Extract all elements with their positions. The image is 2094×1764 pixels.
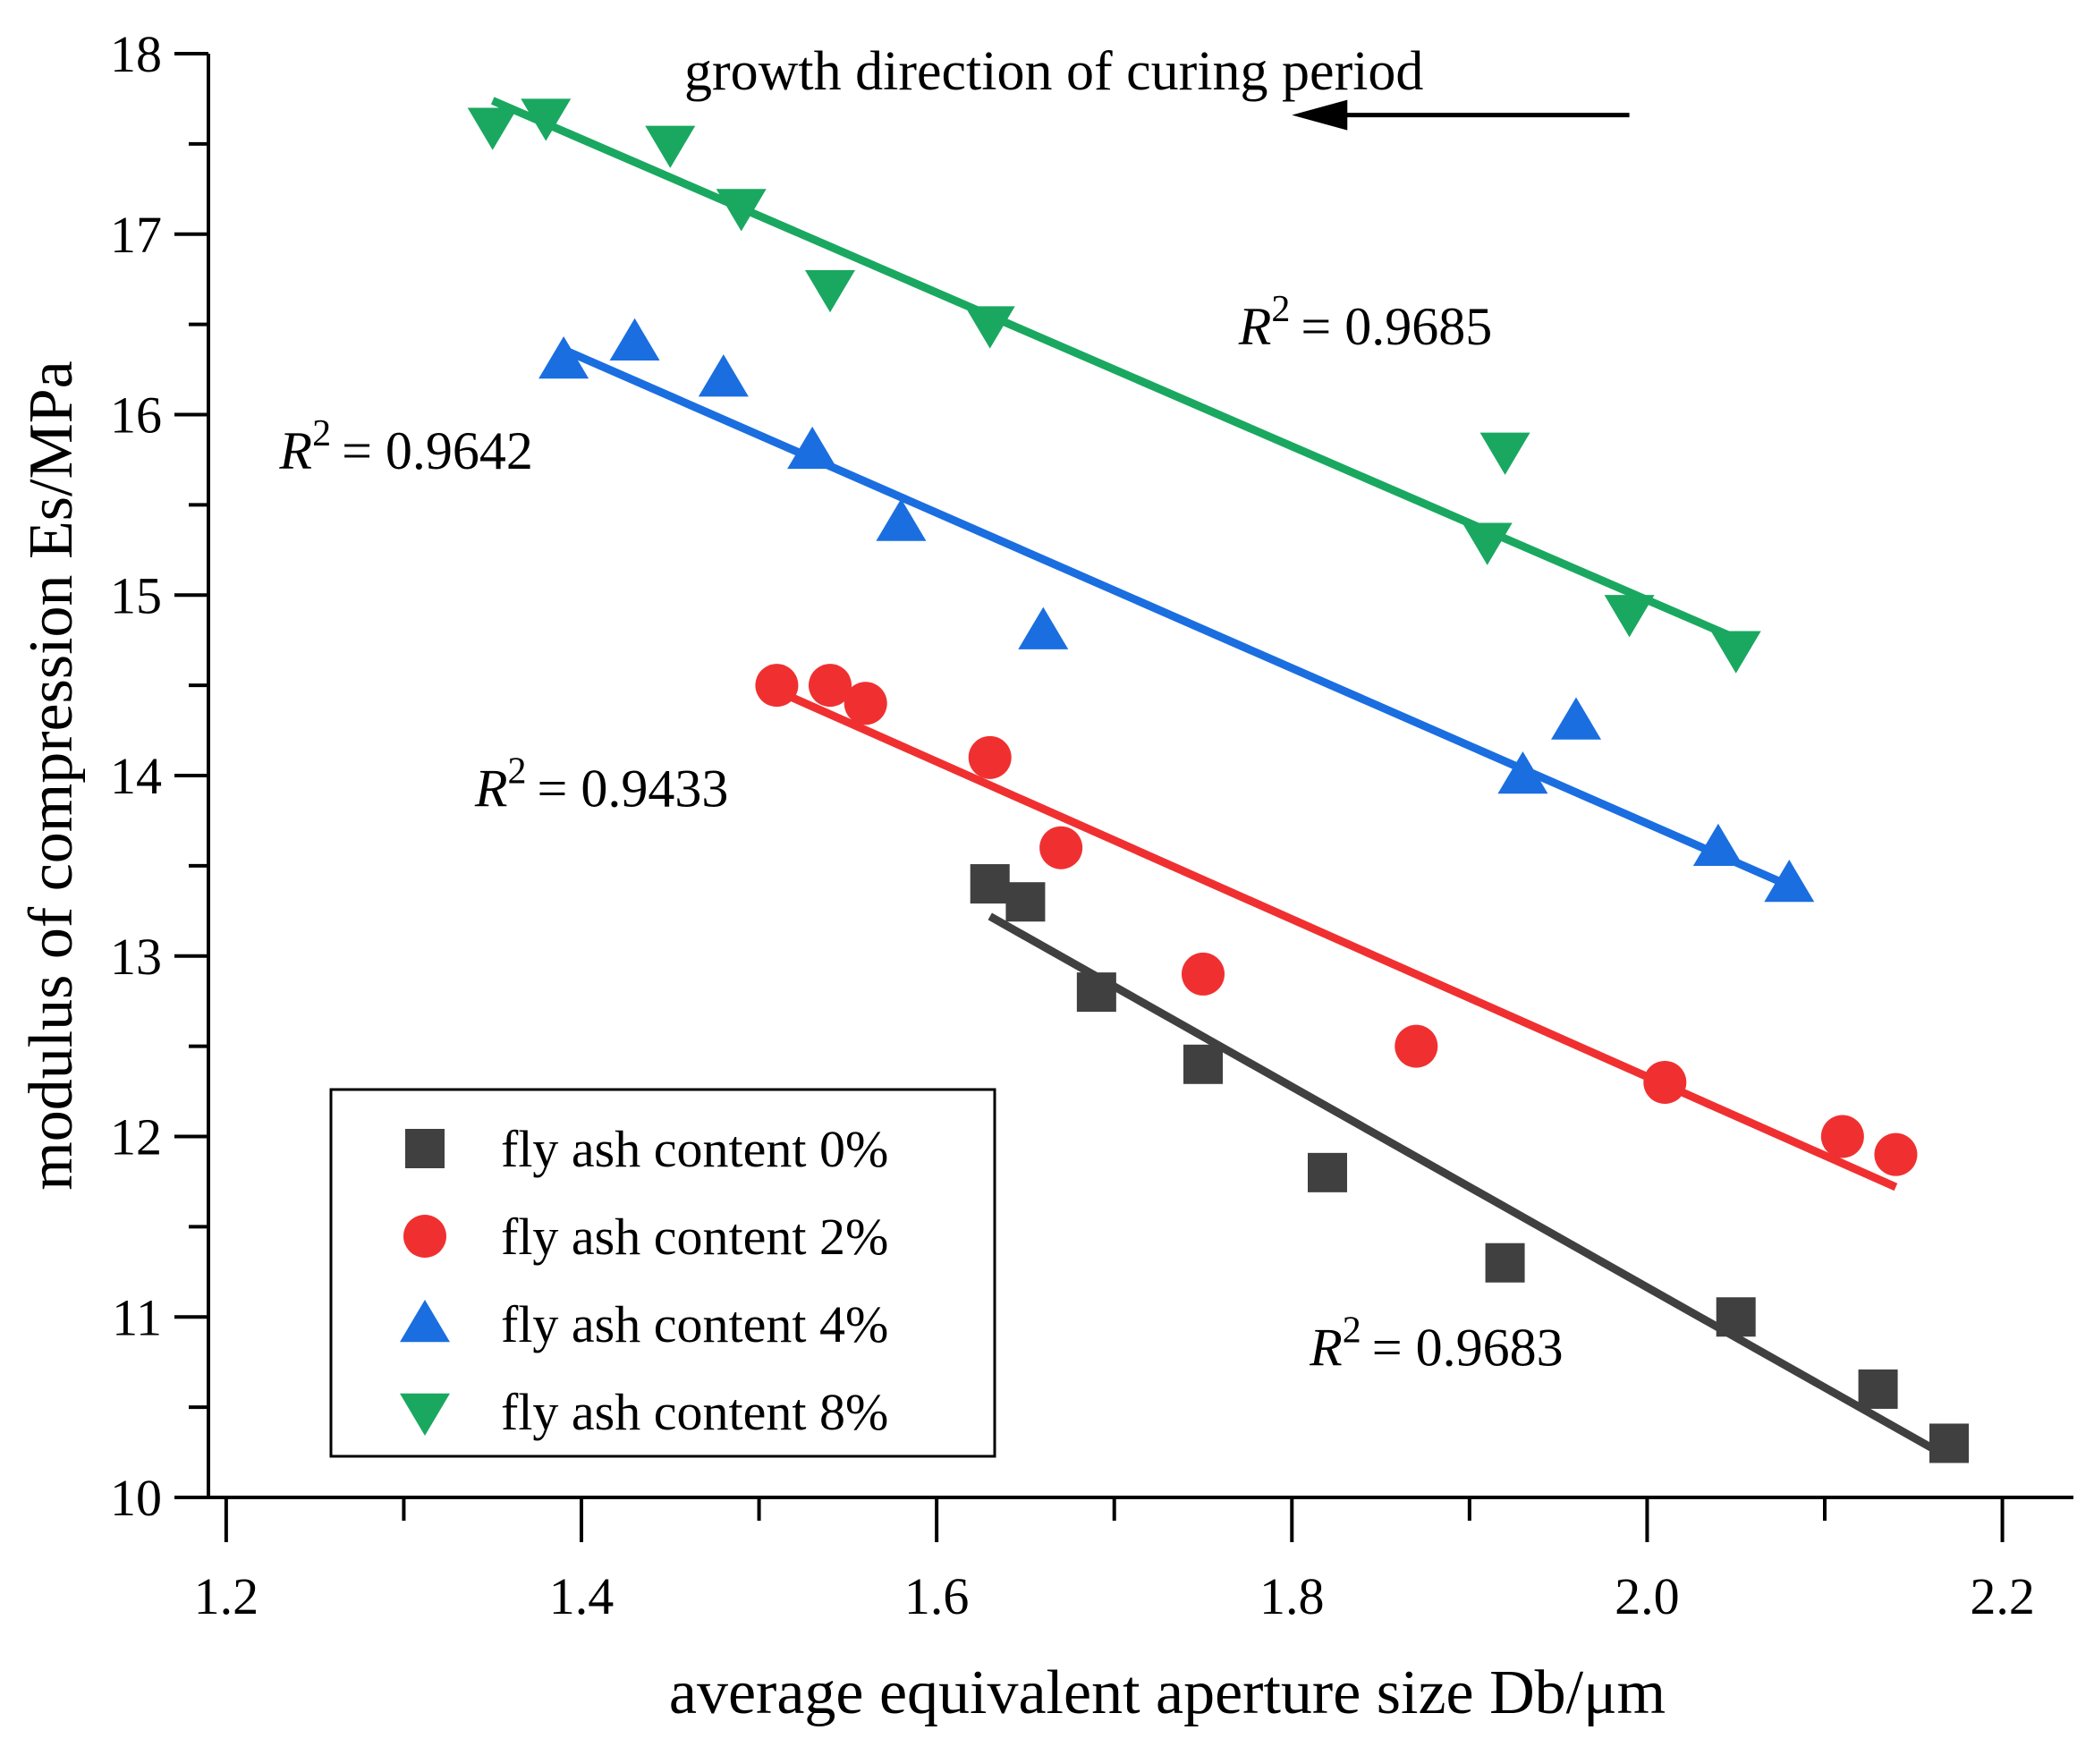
x-tick-label: 1.6 [904,1567,970,1625]
data-point-1 [1643,1060,1687,1104]
r2-symbol: R [474,759,508,818]
data-point-0 [970,864,1010,904]
data-point-2 [1497,751,1548,794]
r2-label-1: R2 = 0.9433 [474,751,729,818]
data-point-3 [1604,595,1655,638]
annotation-arrow-head [1292,99,1348,131]
data-point-0 [1308,1152,1347,1192]
data-point-0 [1005,882,1046,922]
data-point-2 [1551,697,1601,740]
y-tick-label: 18 [110,25,162,83]
data-point-2 [1692,823,1743,866]
legend: fly ash content 0% fly ash content 2% fly … [329,1088,996,1458]
data-point-1 [1182,952,1225,996]
y-tick-label: 12 [110,1108,162,1166]
data-point-2 [1018,606,1069,649]
x-tick-label: 1.4 [549,1567,615,1625]
r2-value: = 0.9685 [1301,297,1492,356]
data-point-3 [645,125,696,168]
data-point-2 [609,318,660,361]
x-tick-label: 2.0 [1615,1567,1680,1625]
r2-label-0: R2 = 0.9683 [1309,1310,1564,1378]
r2-symbol: R [1238,297,1272,356]
data-point-1 [1039,826,1083,869]
y-axis-title: modulus of compression Es/MPa [17,360,86,1190]
y-tick-label: 17 [110,206,162,264]
legend-marker-1 [403,1215,446,1258]
y-tick-label: 11 [112,1288,162,1346]
r2-superscript: 2 [1271,289,1290,330]
r2-symbol: R [1309,1319,1343,1378]
r2-symbol: R [278,421,312,480]
data-point-0 [1076,972,1116,1013]
data-point-0 [1716,1297,1756,1337]
x-tick-label: 2.2 [1970,1567,2035,1625]
r2-value: = 0.9433 [538,759,729,818]
x-tick-label: 1.2 [194,1567,259,1625]
data-point-2 [787,426,838,470]
legend-label-2: fly ash content 4% [501,1295,888,1353]
x-axis-title: average equivalent aperture size Db/μm [669,1658,1666,1727]
annotation-text: growth direction of curing period [684,41,1423,102]
data-point-3 [521,98,572,141]
data-point-3 [1479,432,1530,475]
data-point-1 [1874,1132,1918,1176]
data-point-1 [1395,1024,1438,1068]
r2-value: = 0.9642 [342,421,533,480]
data-point-3 [1710,631,1761,674]
fit-line-3 [490,97,1738,642]
fit-lines [490,97,1952,1462]
data-point-1 [844,682,887,725]
axes: 10 11 12 13 14 15 16 17 18 1.2 1.4 1.6 1.8 2.0 2.2 aver… [17,25,2073,1727]
data-point-1 [755,664,799,708]
legend-label-1: fly ash content 2% [501,1208,888,1266]
y-tick-label: 10 [110,1469,162,1527]
data-point-3 [964,306,1015,349]
legend-marker-3 [400,1393,450,1436]
r2-label-3: R2 = 0.9685 [1238,289,1493,356]
y-tick-label: 14 [110,747,162,805]
data-point-2 [698,354,749,397]
legend-marker-2 [400,1300,450,1343]
fit-line-0 [988,912,1952,1462]
data-point-2 [876,498,927,541]
data-point-1 [1820,1115,1864,1158]
y-tick-label: 15 [110,566,162,624]
data-point-3 [1462,522,1513,565]
fit-line-2 [562,345,1792,890]
data-point-0 [1183,1044,1223,1084]
data-points [467,98,1969,1463]
data-point-1 [809,664,852,708]
data-point-3 [467,107,518,150]
y-tick-label: 13 [110,928,162,986]
data-point-1 [968,735,1012,779]
data-point-3 [805,270,855,313]
data-point-2 [538,335,589,379]
legend-marker-0 [405,1129,445,1168]
r2-value: = 0.9683 [1372,1319,1564,1378]
legend-label-3: fly ash content 8% [501,1383,888,1441]
r2-superscript: 2 [1343,1310,1361,1352]
r2-label-2: R2 = 0.9642 [278,413,533,480]
y-tick-label: 16 [110,386,162,445]
r2-superscript: 2 [508,751,527,792]
data-point-0 [1929,1423,1969,1463]
data-point-0 [1858,1369,1898,1409]
curing-annotation: growth direction of curing period [684,41,1630,131]
fit-line-1 [775,687,1898,1192]
x-tick-label: 1.8 [1259,1567,1325,1625]
legend-label-0: fly ash content 0% [501,1120,888,1178]
r2-superscript: 2 [312,413,331,454]
data-point-0 [1485,1242,1525,1283]
data-point-3 [716,189,767,232]
data-point-2 [1764,860,1815,903]
